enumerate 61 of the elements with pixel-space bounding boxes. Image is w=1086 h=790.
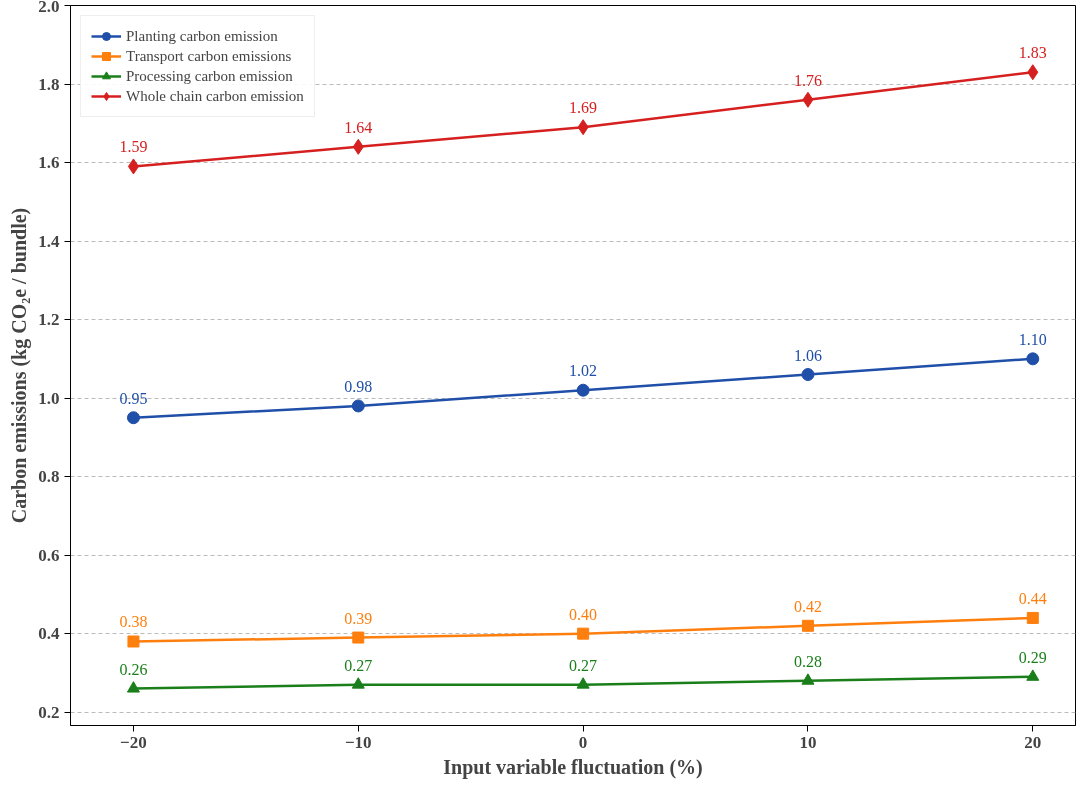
point (351, 677, 365, 689)
y-axis-title: Carbon emissions (kg CO₂e / bundle) (8, 207, 32, 524)
point (1027, 64, 1039, 81)
point (801, 619, 814, 632)
data-label: 0.95 (119, 389, 148, 407)
y-tick-label: 0.2 (38, 702, 60, 722)
y-tick-label: 0.4 (38, 624, 60, 644)
data-label: 0.29 (1018, 648, 1047, 666)
y-tick-label: 1.6 (38, 153, 60, 173)
legend-label: Planting carbon emission (126, 27, 278, 45)
point (127, 158, 139, 175)
data-label: 0.27 (569, 656, 598, 674)
point (801, 673, 815, 685)
y-tick-label: 1.8 (38, 74, 60, 94)
legend-label: Transport carbon emissions (126, 47, 292, 65)
data-label: 1.83 (1018, 44, 1047, 62)
point (126, 411, 140, 425)
point (576, 677, 590, 689)
data-label: 1.76 (793, 71, 822, 89)
data-label: 1.10 (1018, 330, 1047, 348)
point (1026, 352, 1040, 366)
y-tick-label: 1.2 (38, 310, 60, 330)
data-label: 0.27 (344, 656, 373, 674)
point (1026, 611, 1039, 624)
point (576, 383, 590, 397)
data-label: 0.26 (119, 660, 148, 678)
data-label: 0.42 (793, 597, 822, 615)
y-tick-label: 0.8 (38, 467, 60, 487)
y-tick-label: 1.0 (38, 388, 60, 408)
data-label: 0.28 (793, 652, 822, 670)
data-label: 0.39 (344, 609, 373, 627)
point (1026, 669, 1040, 681)
data-label: 0.40 (569, 605, 598, 623)
data-label: 1.69 (569, 99, 598, 117)
data-label: 0.44 (1018, 589, 1047, 607)
x-tick-label: 0 (578, 732, 588, 752)
data-label: 1.64 (344, 118, 373, 136)
data-label: 1.02 (569, 362, 598, 380)
y-tick-label: 1.4 (38, 231, 60, 251)
point (352, 631, 365, 644)
point (801, 368, 815, 382)
data-label: 1.59 (119, 138, 148, 156)
data-label: 0.98 (344, 377, 373, 395)
data-label: 1.06 (793, 346, 822, 364)
data-label: 0.38 (119, 613, 148, 631)
point (577, 119, 589, 136)
x-tick-label: −10 (344, 732, 372, 752)
y-tick-label: 0.6 (38, 545, 60, 565)
legend-label: Processing carbon emission (126, 67, 293, 85)
x-tick-label: 20 (1024, 732, 1042, 752)
x-tick-label: −20 (120, 732, 147, 752)
x-axis-title: Input variable fluctuation (%) (443, 755, 703, 779)
point (352, 138, 364, 155)
legend-label: Whole chain carbon emission (126, 87, 304, 105)
point (351, 399, 365, 413)
y-tick-label: 2.0 (38, 0, 60, 16)
point (802, 91, 814, 108)
point (126, 681, 140, 693)
x-tick-label: 10 (799, 732, 817, 752)
point (127, 635, 140, 648)
point (577, 627, 590, 640)
